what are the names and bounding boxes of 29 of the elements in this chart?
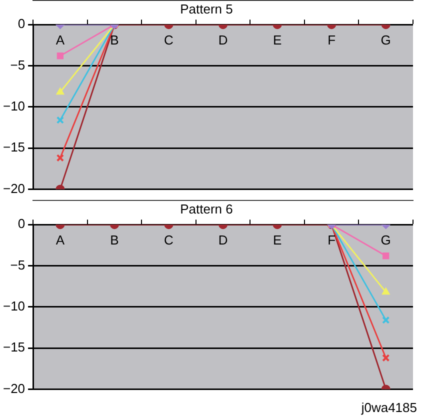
chart-title: Pattern 6: [180, 201, 233, 216]
x-tick-label: G: [380, 232, 391, 248]
x-tick-label: C: [164, 32, 174, 48]
y-tick-label: −5: [10, 257, 26, 272]
y-tick-label: −10: [2, 98, 26, 114]
point: [382, 252, 390, 260]
x-tick-label: D: [218, 232, 228, 248]
y-tick-label: −20: [2, 380, 26, 396]
x-tick-label: F: [328, 32, 336, 48]
x-tick-label: D: [218, 32, 228, 48]
x-tick-label: A: [56, 32, 65, 48]
x-tick-label: B: [110, 232, 119, 248]
x-tick-label: F: [328, 232, 336, 248]
y-tick-label: −10: [2, 298, 26, 314]
y-tick-label: −15: [2, 340, 26, 355]
text: j0wa4185: [360, 400, 418, 416]
x-tick-label: C: [164, 232, 174, 248]
chart-title: Pattern 5: [180, 1, 233, 16]
x-tick-label: A: [56, 232, 65, 248]
y-tick-label: −5: [10, 57, 26, 72]
y-tick-label: 0: [18, 216, 26, 232]
point: [56, 52, 64, 60]
x-tick-label: E: [272, 232, 282, 248]
y-tick-label: −15: [2, 140, 26, 155]
x-tick-label: G: [380, 32, 391, 48]
y-tick-label: −20: [2, 180, 26, 196]
y-tick-label: 0: [18, 16, 26, 32]
x-tick-label: B: [110, 32, 119, 48]
x-tick-label: E: [272, 32, 282, 48]
